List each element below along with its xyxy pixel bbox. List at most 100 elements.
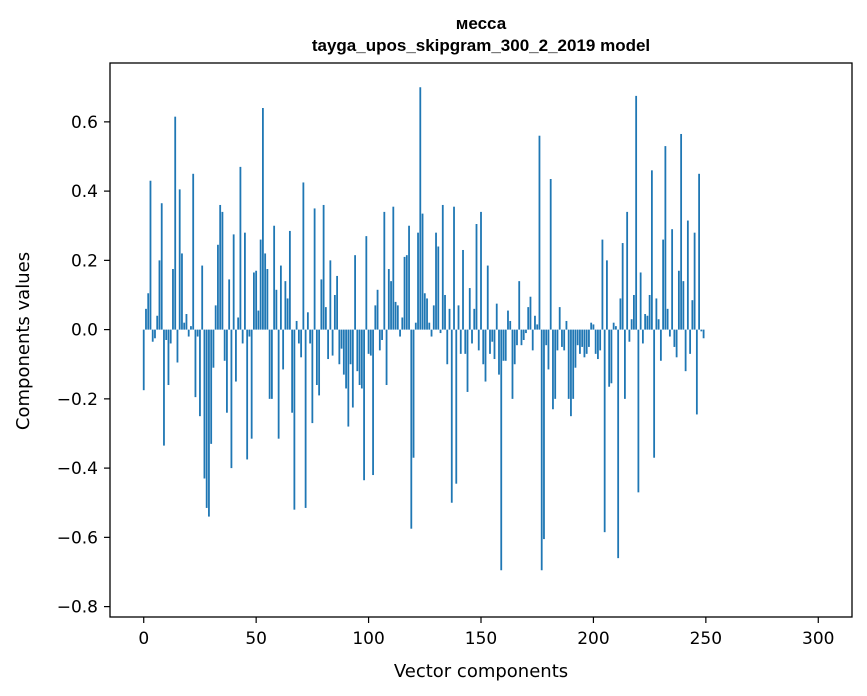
- y-tick-label: 0.0: [71, 321, 98, 341]
- bar: [313, 208, 316, 330]
- bar: [165, 329, 168, 340]
- bar: [311, 329, 314, 424]
- bar: [390, 281, 392, 330]
- bar: [473, 308, 476, 330]
- bar: [547, 329, 550, 370]
- bar: [513, 329, 516, 365]
- bar: [450, 329, 453, 503]
- bar: [336, 275, 338, 330]
- bar: [466, 329, 469, 392]
- bar: [459, 329, 462, 354]
- bar: [540, 329, 543, 571]
- bar: [662, 239, 665, 330]
- bar: [306, 312, 309, 330]
- bar: [275, 289, 278, 330]
- bar: [635, 95, 638, 330]
- x-tick-label: 200: [577, 629, 609, 649]
- bar: [666, 308, 669, 330]
- bar: [293, 329, 296, 510]
- bar: [277, 329, 280, 439]
- bar: [394, 301, 397, 330]
- bar: [556, 329, 559, 351]
- bar: [567, 329, 570, 399]
- bar: [693, 232, 696, 330]
- x-tick-label: 250: [690, 629, 722, 649]
- bar: [648, 294, 651, 330]
- bar: [599, 329, 602, 351]
- bar: [239, 166, 242, 330]
- bar: [518, 281, 521, 330]
- bar: [624, 329, 626, 399]
- bar: [259, 239, 262, 330]
- bar: [430, 329, 433, 337]
- bar: [178, 189, 181, 330]
- bar: [288, 230, 291, 330]
- bar: [538, 135, 541, 330]
- bar: [230, 329, 233, 469]
- bar: [615, 326, 617, 330]
- bar: [190, 326, 192, 330]
- bar: [347, 329, 350, 427]
- bar: [511, 329, 514, 399]
- bar: [619, 298, 622, 330]
- bar: [322, 204, 325, 330]
- bar: [500, 329, 503, 571]
- bar: [253, 272, 255, 330]
- bar: [196, 329, 199, 337]
- bar: [221, 211, 224, 330]
- y-tick-label: 0.4: [71, 182, 98, 202]
- bar: [203, 329, 206, 479]
- y-tick-label: −0.2: [57, 390, 98, 410]
- bar: [392, 206, 395, 330]
- bar: [385, 329, 388, 386]
- bar: [464, 329, 467, 354]
- bar: [167, 329, 170, 386]
- bar: [421, 213, 424, 330]
- bar: [345, 329, 347, 389]
- bar: [444, 294, 446, 330]
- bar: [570, 329, 572, 417]
- bar: [574, 329, 577, 368]
- bar: [381, 329, 383, 340]
- bar: [354, 255, 356, 330]
- bar: [637, 329, 640, 493]
- x-tick-label: 0: [138, 629, 149, 649]
- bar: [441, 204, 444, 330]
- bar: [212, 329, 215, 368]
- bar: [235, 329, 237, 382]
- bar: [199, 329, 201, 417]
- bar: [581, 329, 584, 347]
- bar-series: [142, 87, 705, 571]
- bar: [262, 108, 264, 330]
- bar: [477, 329, 480, 351]
- bar: [412, 329, 415, 458]
- bar: [644, 314, 647, 330]
- bar: [650, 170, 653, 330]
- bar: [493, 329, 496, 360]
- bar: [677, 270, 680, 330]
- bar: [462, 249, 464, 330]
- y-tick-label: −0.4: [57, 459, 98, 479]
- bar: [448, 308, 451, 330]
- bar: [255, 270, 258, 330]
- bar: [342, 329, 345, 375]
- bar: [529, 296, 532, 330]
- bar: [468, 288, 471, 330]
- bar: [291, 329, 294, 413]
- bar: [495, 303, 498, 330]
- bar: [520, 329, 523, 346]
- bar: [246, 329, 249, 460]
- bar: [698, 173, 700, 330]
- bar: [369, 329, 372, 356]
- bar: [504, 329, 507, 361]
- bar: [219, 204, 222, 330]
- bar: [349, 329, 352, 365]
- bar: [279, 265, 282, 330]
- bar: [549, 178, 552, 330]
- bar: [169, 329, 172, 344]
- bar: [682, 281, 685, 330]
- bar: [158, 260, 161, 330]
- bar: [457, 305, 460, 330]
- bar: [318, 329, 321, 396]
- bar: [489, 329, 491, 354]
